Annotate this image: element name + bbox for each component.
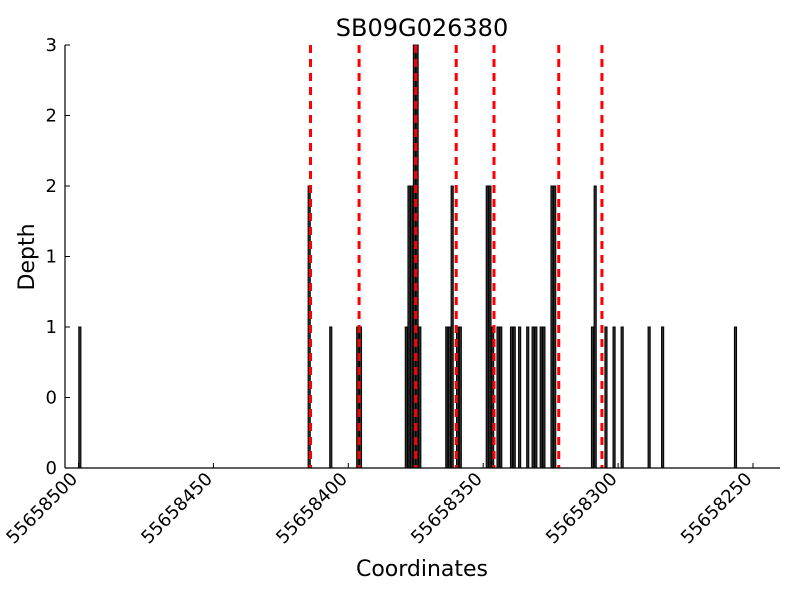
bar-25 bbox=[531, 326, 535, 469]
bar-10 bbox=[418, 326, 422, 469]
bar-24 bbox=[526, 326, 530, 469]
bar-37 bbox=[661, 326, 665, 469]
bar-22 bbox=[512, 326, 516, 469]
bar-31 bbox=[590, 326, 595, 469]
bar-21 bbox=[509, 326, 514, 469]
bar-20 bbox=[499, 326, 503, 469]
axes-group bbox=[64, 45, 780, 469]
bar-13 bbox=[450, 185, 454, 469]
bar-27 bbox=[539, 326, 543, 469]
y-tick-label-3: 1 bbox=[46, 247, 57, 268]
bar-28 bbox=[542, 326, 546, 469]
bar-5 bbox=[404, 326, 408, 469]
x-tick-label-3: 55658350 bbox=[407, 469, 487, 549]
bar-29 bbox=[550, 185, 554, 469]
bar-33 bbox=[604, 326, 608, 469]
x-ticks-group: 55658500 55658450 55658400 55658350 55658300… bbox=[2, 463, 757, 549]
bar-34 bbox=[612, 326, 616, 469]
bar-16 bbox=[485, 185, 489, 469]
y-axis-label: Depth bbox=[15, 223, 40, 290]
x-tick-label-5: 55658250 bbox=[677, 469, 757, 549]
bar-36 bbox=[647, 326, 651, 469]
bar-0 bbox=[78, 326, 82, 469]
bar-38 bbox=[733, 326, 738, 469]
bar-35 bbox=[620, 326, 624, 469]
y-tick-label-5: 2 bbox=[46, 106, 57, 127]
x-tick-label-1: 55658450 bbox=[137, 469, 217, 549]
bar-32 bbox=[593, 185, 597, 469]
x-tick-label-0: 55658500 bbox=[2, 469, 82, 549]
bar-6 bbox=[407, 185, 411, 469]
x-axis-label: Coordinates bbox=[356, 557, 488, 582]
x-tick-label-2: 55658400 bbox=[272, 469, 352, 549]
bar-19 bbox=[496, 326, 500, 469]
y-tick-label-0: 0 bbox=[46, 458, 57, 479]
bars-group bbox=[78, 44, 738, 469]
bar-30 bbox=[553, 185, 557, 469]
bar-23 bbox=[518, 326, 522, 469]
chart-title: SB09G026380 bbox=[336, 14, 508, 42]
y-tick-label-2: 1 bbox=[46, 317, 57, 338]
y-tick-label-1: 0 bbox=[46, 388, 57, 409]
y-tick-label-4: 2 bbox=[46, 176, 57, 197]
bar-2 bbox=[329, 326, 333, 469]
bar-7 bbox=[410, 185, 414, 469]
y-ticks-group: 0 0 1 1 2 2 3 bbox=[46, 35, 70, 479]
y-tick-label-6: 3 bbox=[46, 35, 57, 56]
bar-17 bbox=[488, 185, 492, 469]
markers-group bbox=[309, 45, 604, 468]
bar-15 bbox=[458, 326, 462, 469]
bar-11 bbox=[445, 326, 449, 469]
x-tick-label-4: 55658300 bbox=[542, 469, 622, 549]
bar-12 bbox=[447, 326, 452, 469]
bar-26 bbox=[534, 326, 538, 469]
